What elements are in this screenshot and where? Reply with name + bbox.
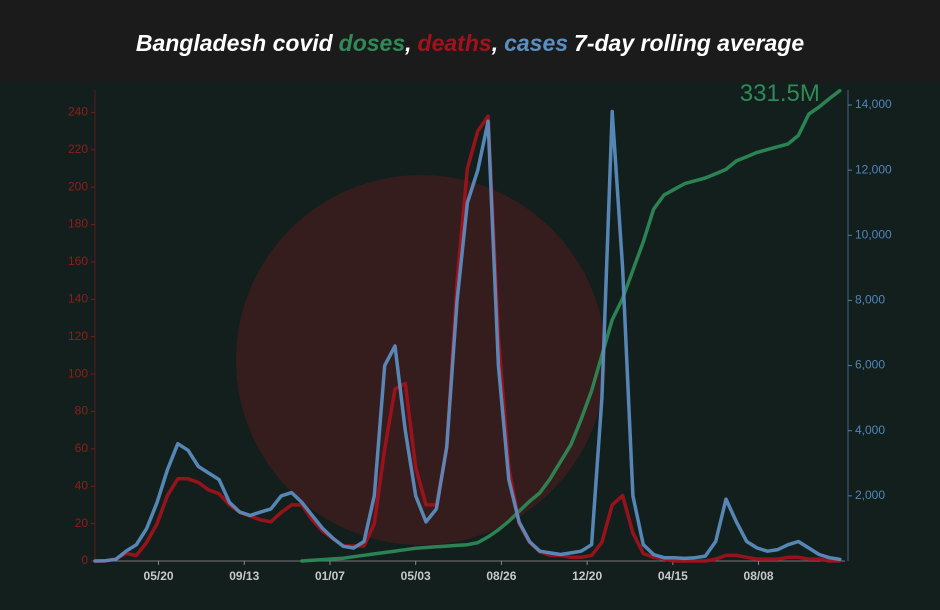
- y-tick-label: 80: [75, 404, 89, 418]
- title-part: 7-day rolling average: [574, 30, 804, 56]
- x-tick-label: 05/20: [144, 569, 174, 583]
- y-tick-label: 160: [68, 254, 88, 268]
- x-tick-label: 09/13: [229, 569, 259, 583]
- y2-tick-label: 14,000: [855, 97, 892, 111]
- y-tick-label: 140: [68, 292, 88, 306]
- y-tick-label: 240: [68, 105, 88, 119]
- y-tick-label: 60: [75, 441, 89, 455]
- y2-tick-label: 4,000: [855, 423, 885, 437]
- x-tick-label: 01/07: [315, 569, 345, 583]
- x-tick-label: 08/08: [744, 569, 774, 583]
- series-line: [300, 88, 842, 563]
- title-part: ,: [491, 30, 498, 56]
- title-bar: [0, 0, 940, 82]
- y-tick-label: 40: [75, 478, 89, 492]
- y-tick-label: 200: [68, 179, 88, 193]
- series-line: [93, 114, 842, 563]
- y-tick-label: 0: [81, 553, 88, 567]
- x-tick-label: 04/15: [658, 569, 688, 583]
- x-tick-label: 12/20: [572, 569, 602, 583]
- title-part: doses: [339, 30, 405, 56]
- title-part: cases: [504, 30, 568, 56]
- y2-tick-label: 12,000: [855, 162, 892, 176]
- y2-tick-label: 2,000: [855, 488, 885, 502]
- end-label: 331.5M: [740, 80, 820, 107]
- title-part: Bangladesh covid: [136, 30, 334, 56]
- y-tick-label: 180: [68, 217, 88, 231]
- y2-tick-label: 6,000: [855, 358, 885, 372]
- y-tick-label: 100: [68, 366, 88, 380]
- y-tick-label: 20: [75, 516, 89, 530]
- x-tick-label: 05/03: [401, 569, 431, 583]
- y2-tick-label: 8,000: [855, 293, 885, 307]
- chart-title: Bangladesh covid doses, deaths, cases 7-day …: [136, 30, 805, 56]
- y-tick-label: 220: [68, 142, 88, 156]
- y-tick-label: 120: [68, 329, 88, 343]
- title-part: ,: [404, 30, 411, 56]
- y2-tick-label: 10,000: [855, 227, 892, 241]
- flag-circle: [236, 175, 606, 545]
- series-line: [93, 109, 842, 563]
- x-tick-label: 08/26: [486, 569, 516, 583]
- title-part: deaths: [418, 30, 492, 56]
